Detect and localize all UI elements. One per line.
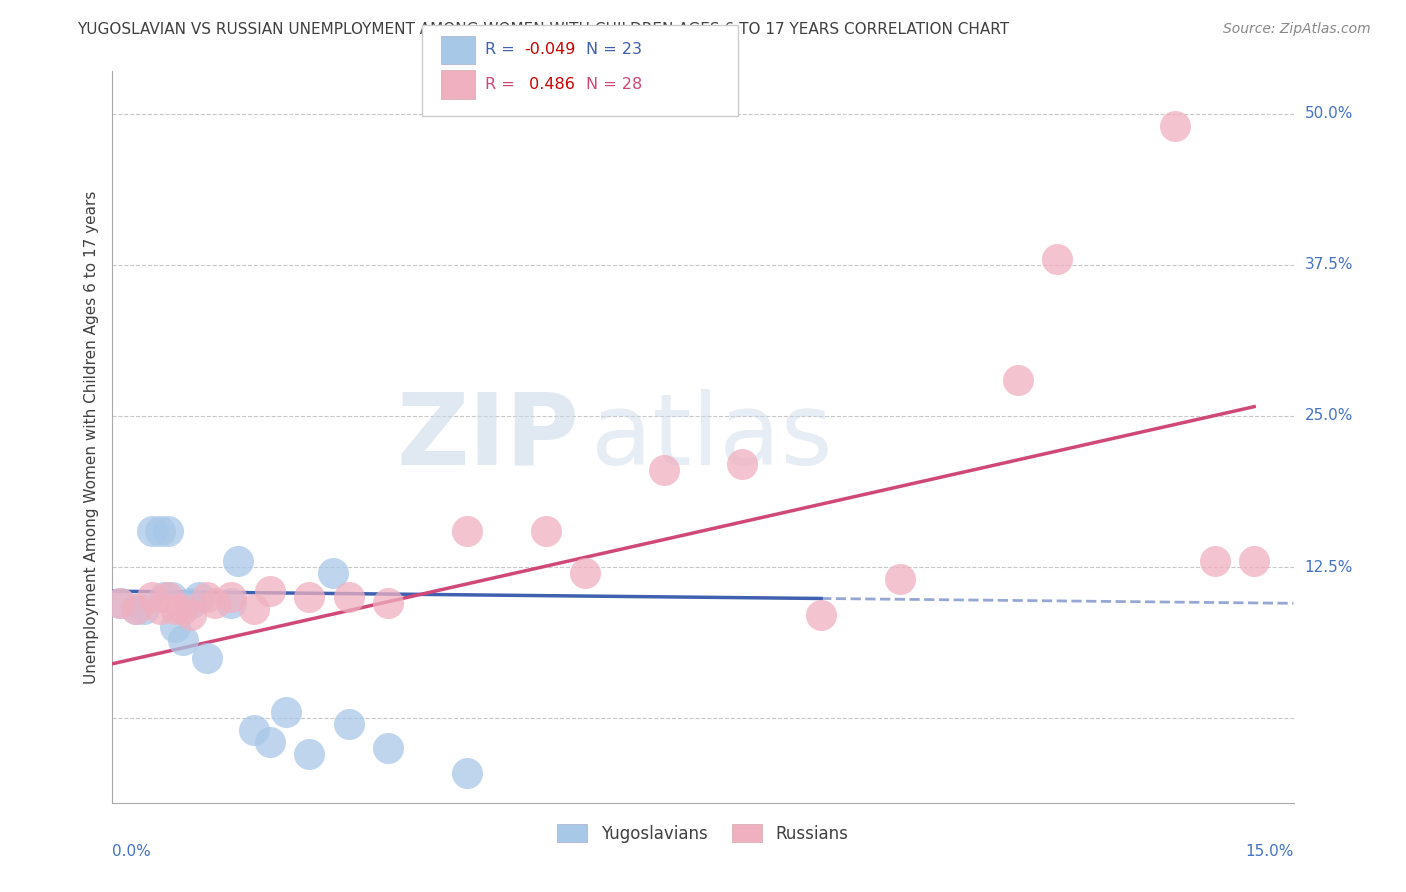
Point: [149, 524, 172, 538]
Point: [180, 608, 202, 623]
Text: YUGOSLAVIAN VS RUSSIAN UNEMPLOYMENT AMONG WOMEN WITH CHILDREN AGES 6 TO 17 YEARS: YUGOSLAVIAN VS RUSSIAN UNEMPLOYMENT AMON…: [77, 22, 1010, 37]
Point: [574, 566, 596, 580]
Point: [377, 596, 399, 610]
Point: [1164, 119, 1187, 133]
Point: [243, 723, 266, 738]
Text: 12.5%: 12.5%: [1305, 559, 1353, 574]
Text: N = 23: N = 23: [586, 43, 643, 57]
Point: [110, 596, 132, 610]
Text: 15.0%: 15.0%: [1246, 845, 1294, 860]
Legend: Yugoslavians, Russians: Yugoslavians, Russians: [551, 818, 855, 849]
Text: -0.049: -0.049: [524, 43, 576, 57]
Point: [110, 596, 132, 610]
Point: [156, 591, 179, 605]
Point: [377, 741, 399, 756]
Point: [534, 524, 557, 538]
Point: [810, 608, 832, 623]
Point: [149, 602, 172, 616]
Point: [204, 596, 226, 610]
Point: [172, 632, 194, 647]
Point: [259, 735, 281, 749]
Text: 0.0%: 0.0%: [112, 845, 152, 860]
Point: [125, 602, 148, 616]
Point: [180, 596, 202, 610]
Point: [195, 591, 218, 605]
Point: [337, 717, 360, 731]
Point: [243, 602, 266, 616]
Text: Source: ZipAtlas.com: Source: ZipAtlas.com: [1223, 22, 1371, 37]
Point: [156, 524, 179, 538]
Point: [1204, 554, 1226, 568]
Point: [731, 457, 754, 471]
Point: [652, 463, 675, 477]
Point: [219, 596, 242, 610]
Point: [298, 591, 321, 605]
Point: [298, 747, 321, 762]
Point: [132, 602, 155, 616]
Point: [259, 584, 281, 599]
Point: [274, 705, 297, 719]
Point: [456, 765, 478, 780]
Point: [165, 620, 187, 634]
Point: [172, 602, 194, 616]
Text: R =: R =: [485, 43, 520, 57]
Text: 50.0%: 50.0%: [1305, 106, 1353, 121]
Point: [1046, 252, 1069, 266]
Text: R =: R =: [485, 78, 520, 92]
Point: [219, 591, 242, 605]
Point: [152, 591, 174, 605]
Point: [195, 650, 218, 665]
Point: [141, 591, 163, 605]
Text: atlas: atlas: [591, 389, 832, 485]
Text: 25.0%: 25.0%: [1305, 409, 1353, 424]
Text: ZIP: ZIP: [396, 389, 579, 485]
Text: 37.5%: 37.5%: [1305, 257, 1353, 272]
Point: [337, 591, 360, 605]
Point: [165, 602, 187, 616]
Point: [456, 524, 478, 538]
Point: [125, 602, 148, 616]
Y-axis label: Unemployment Among Women with Children Ages 6 to 17 years: Unemployment Among Women with Children A…: [83, 190, 98, 684]
Text: N = 28: N = 28: [586, 78, 643, 92]
Point: [1007, 373, 1029, 387]
Point: [1243, 554, 1265, 568]
Point: [160, 591, 183, 605]
Point: [889, 572, 911, 586]
Point: [188, 591, 211, 605]
Point: [322, 566, 344, 580]
Text: 0.486: 0.486: [524, 78, 575, 92]
Point: [228, 554, 250, 568]
Point: [141, 524, 163, 538]
